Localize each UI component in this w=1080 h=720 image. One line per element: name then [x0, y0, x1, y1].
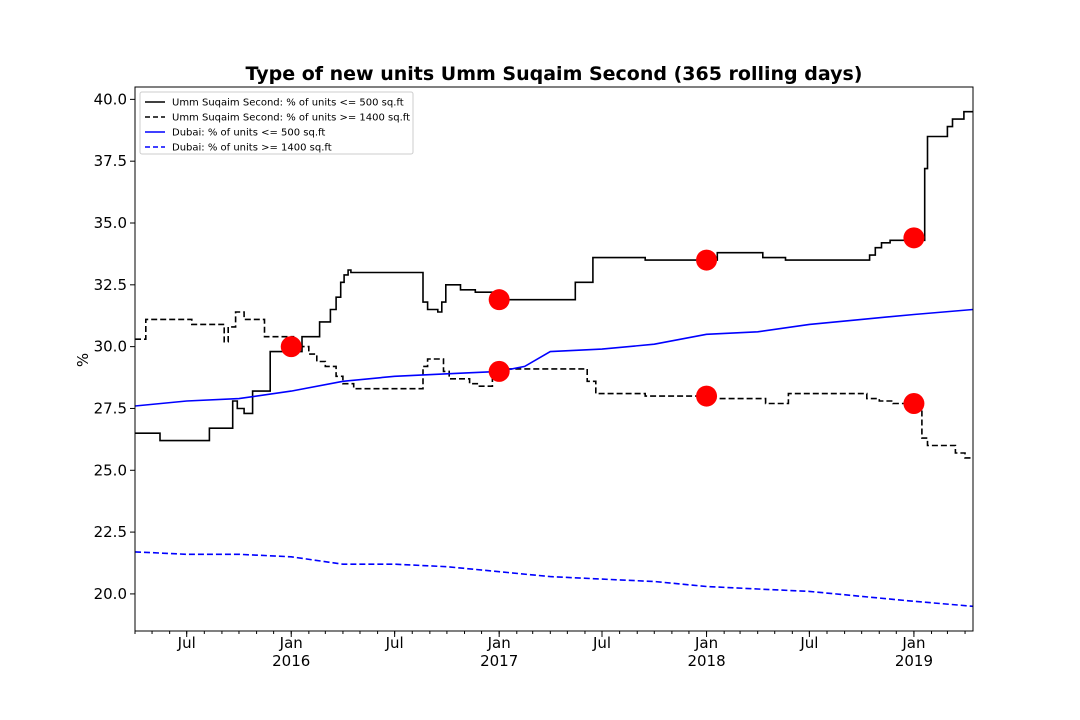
series-line-4 — [134, 551, 974, 608]
series-group — [134, 110, 974, 608]
legend-label: Dubai: % of units <= 500 sq.ft — [172, 128, 325, 139]
y-tick-label: 20.0 — [94, 585, 127, 603]
y-tick-label: 35.0 — [94, 214, 127, 232]
highlight-marker — [696, 385, 718, 407]
y-tick-label: 30.0 — [94, 338, 127, 356]
highlight-marker — [696, 249, 718, 271]
plot-frame — [134, 86, 974, 632]
y-axis: 20.0 22.5 25.0 27.5 30.0 32.5 35.0 37.5 40.0 — [94, 90, 135, 603]
highlight-marker — [488, 289, 510, 311]
x-tick-label: Jul — [177, 634, 196, 652]
x-tick-year-label: 2019 — [895, 652, 933, 670]
x-tick-label: Jan — [901, 634, 925, 652]
series-line-2 — [135, 311, 973, 459]
series-line-3 — [134, 308, 974, 407]
legend-label: Umm Suqaim Second: % of units <= 500 sq.… — [172, 98, 404, 109]
x-tick-label: Jul — [592, 634, 611, 652]
y-tick-label: 27.5 — [94, 399, 127, 417]
x-tick-year-label: 2018 — [687, 652, 725, 670]
y-tick-label: 25.0 — [94, 461, 127, 479]
highlight-marker — [280, 336, 302, 358]
x-tick-year-label: 2017 — [480, 652, 518, 670]
y-axis-label: % — [74, 353, 92, 367]
x-tick-label: Jan — [694, 634, 718, 652]
y-tick-label: 22.5 — [94, 523, 127, 541]
y-tick-label: 37.5 — [94, 152, 127, 170]
legend: Umm Suqaim Second: % of units <= 500 sq.… — [139, 91, 414, 155]
highlight-marker — [903, 227, 925, 249]
legend-label: Umm Suqaim Second: % of units >= 1400 sq… — [172, 113, 410, 124]
chart-title: Type of new units Umm Suqaim Second (365… — [246, 63, 863, 85]
y-tick-label: 40.0 — [94, 90, 127, 108]
y-tick-label: 32.5 — [94, 276, 127, 294]
legend-box — [139, 91, 414, 155]
x-tick-label: Jul — [799, 634, 818, 652]
highlight-marker — [488, 360, 510, 382]
x-tick-year-label: 2016 — [272, 652, 310, 670]
x-tick-label: Jul — [385, 634, 404, 652]
x-tick-label: Jan — [279, 634, 303, 652]
series-line-1 — [135, 110, 973, 442]
x-tick-label: Jan — [487, 634, 511, 652]
marker-group — [280, 227, 925, 415]
legend-label: Dubai: % of units >= 1400 sq.ft — [172, 143, 332, 154]
highlight-marker — [903, 393, 925, 415]
